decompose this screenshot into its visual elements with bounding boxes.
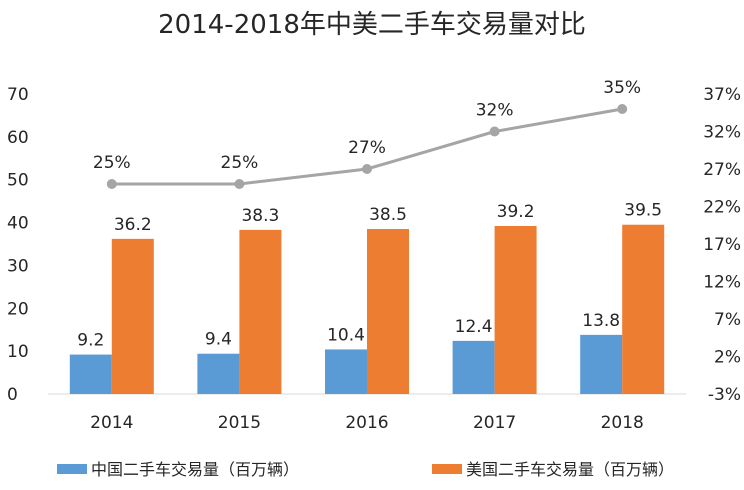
left-tick-label: 20: [7, 299, 29, 319]
bar-china: [69, 354, 112, 394]
data-labels: 9.2 9.4 10.4 12.4 13.8 36.2 38.3 38.5 39.2 39.5 25…: [77, 78, 662, 351]
bar-label-china: 12.4: [455, 317, 493, 337]
bar-china: [452, 340, 495, 394]
legend-label-china: 中国二手车交易量（百万辆）: [91, 460, 299, 479]
ratio-label: 32%: [476, 101, 514, 121]
legend-swatch-china: [57, 464, 87, 474]
bar-label-usa: 39.5: [624, 201, 662, 221]
right-tick-label: 7%: [714, 310, 741, 330]
bar-usa: [367, 229, 409, 394]
bar-china: [325, 349, 367, 394]
left-axis: 0 10 20 30 40 50 60 70: [7, 85, 29, 405]
bar-usa: [111, 238, 154, 394]
x-axis: 2014 2015 2016 2017 2018: [90, 413, 644, 433]
left-tick-label: 0: [7, 385, 18, 405]
legend-swatch-usa: [432, 464, 462, 474]
right-tick-label: 17%: [703, 235, 741, 255]
bar-china: [197, 353, 240, 394]
bar-label-china: 13.8: [582, 311, 620, 331]
ratio-label: 25%: [221, 153, 259, 173]
x-tick-label: 2017: [473, 413, 516, 433]
x-tick-label: 2016: [345, 413, 388, 433]
bar-china: [580, 334, 623, 394]
bar-usa: [239, 229, 282, 394]
ratio-line-series: [106, 104, 628, 189]
x-tick-label: 2018: [601, 413, 644, 433]
x-tick-label: 2015: [218, 413, 261, 433]
bar-label-china: 9.4: [205, 330, 232, 350]
bar-label-usa: 38.5: [369, 205, 407, 225]
x-tick-label: 2014: [90, 413, 133, 433]
ratio-point: [489, 126, 500, 137]
right-tick-label: 22%: [703, 198, 741, 218]
left-tick-label: 50: [7, 171, 29, 191]
ratio-label: 25%: [93, 153, 131, 173]
bars: [69, 224, 665, 394]
bar-usa: [622, 224, 665, 394]
right-tick-label: 37%: [703, 85, 741, 105]
bar-label-china: 10.4: [327, 325, 365, 345]
right-tick-label: -3%: [708, 385, 741, 405]
left-tick-label: 60: [7, 128, 29, 148]
bar-usa: [494, 226, 537, 394]
left-tick-label: 40: [7, 214, 29, 234]
right-tick-label: 27%: [703, 160, 741, 180]
ratio-point: [362, 164, 372, 174]
bar-label-china: 9.2: [77, 331, 104, 351]
ratio-point: [106, 179, 117, 189]
left-tick-label: 70: [7, 85, 29, 105]
ratio-label: 35%: [603, 78, 641, 98]
bar-label-usa: 38.3: [241, 206, 279, 226]
bar-label-usa: 39.2: [497, 202, 535, 222]
bar-label-usa: 36.2: [114, 215, 152, 235]
ratio-label: 27%: [348, 138, 386, 158]
left-tick-label: 10: [7, 342, 29, 362]
ratio-point: [617, 104, 628, 114]
right-tick-label: 12%: [703, 273, 741, 293]
right-axis: -3% 2% 7% 12% 17% 22% 27% 32% 37%: [703, 85, 741, 405]
ratio-point: [234, 179, 245, 189]
right-tick-label: 2%: [714, 348, 741, 368]
legend: 中国二手车交易量（百万辆） 美国二手车交易量（百万辆）: [57, 460, 674, 479]
left-tick-label: 30: [7, 256, 29, 276]
right-tick-label: 32%: [703, 123, 741, 143]
legend-label-usa: 美国二手车交易量（百万辆）: [466, 460, 674, 479]
chart-title: 2014-2018年中美二手车交易量对比: [158, 10, 586, 40]
